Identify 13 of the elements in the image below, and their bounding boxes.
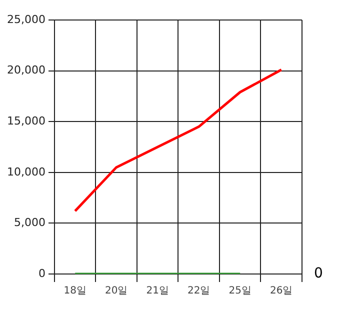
x-tick-label: 26일 xyxy=(270,286,293,297)
y-tick-label: 0 xyxy=(38,266,46,280)
x-tick-label: 21일 xyxy=(146,286,169,297)
y-tick-label: 20,000 xyxy=(6,64,46,77)
x-tick-label: 18일 xyxy=(64,286,86,297)
x-tick-label: 22일 xyxy=(188,286,210,297)
x-tick-label: 20일 xyxy=(105,286,128,297)
text: 0 xyxy=(314,266,323,282)
y-tick-label: 10,000 xyxy=(6,165,46,178)
y-tick-label: 5,000 xyxy=(14,216,46,230)
y-tick-label: 15,000 xyxy=(6,114,46,128)
y-tick-label: 25,000 xyxy=(6,12,46,26)
x-tick-label: 25일 xyxy=(228,286,252,297)
